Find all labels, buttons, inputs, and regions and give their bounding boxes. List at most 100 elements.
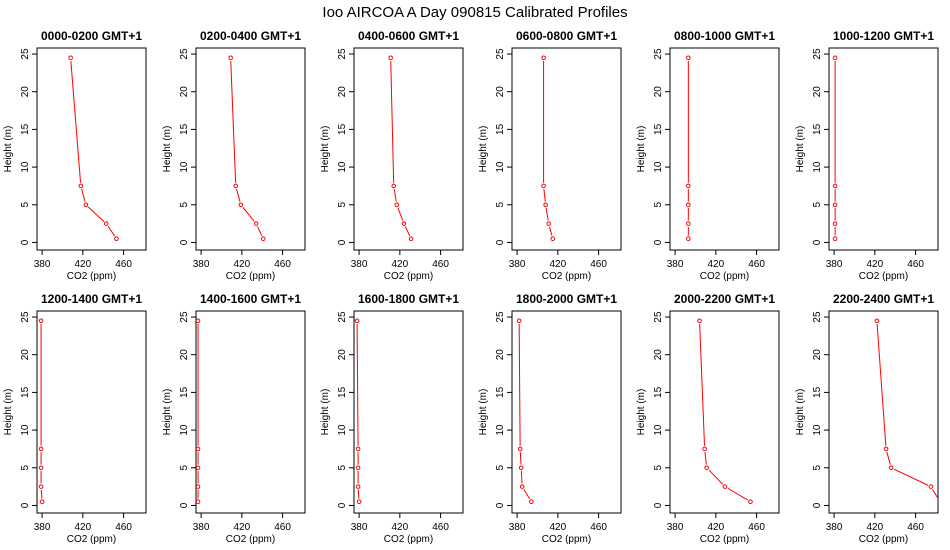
- x-tick-label: 460: [748, 259, 765, 270]
- data-point: [550, 236, 556, 241]
- series-group: [516, 318, 534, 504]
- x-tick-label: 460: [907, 522, 924, 533]
- y-tick-label: 10: [20, 161, 31, 173]
- x-tick-label: 380: [667, 522, 684, 533]
- y-tick-label: 25: [179, 48, 190, 60]
- data-point: [832, 236, 838, 241]
- series-group: [68, 55, 119, 241]
- data-point: [888, 465, 894, 471]
- data-point: [196, 484, 201, 489]
- data-point: [356, 499, 362, 504]
- y-tick-label: 20: [20, 349, 31, 361]
- data-point: [529, 499, 534, 504]
- y-tick-label: 5: [20, 465, 31, 471]
- x-axis-label: CO2 (ppm): [67, 534, 116, 545]
- y-tick-label: 25: [179, 311, 190, 323]
- x-tick-label: 420: [391, 259, 408, 270]
- x-tick-label: 420: [707, 259, 724, 270]
- panel-title: 1400-1600 GMT+1: [200, 292, 301, 306]
- y-axis-label: Height (m): [3, 389, 14, 436]
- data-point: [388, 55, 393, 61]
- plot-frame: [36, 47, 147, 251]
- y-tick-label: 25: [812, 48, 823, 60]
- y-axis-label: Height (m): [795, 126, 806, 173]
- plot-frame: [669, 310, 780, 514]
- series-segment: [236, 188, 241, 202]
- panel: 1200-1400 GMT+1 380 420 460 0 5 10 15 20 25 CO2 (p…: [3, 292, 147, 545]
- data-point: [883, 446, 889, 452]
- x-axis-label: CO2 (ppm): [67, 271, 116, 282]
- y-tick-label: 10: [653, 424, 664, 436]
- x-tick-label: 420: [391, 522, 408, 533]
- y-axis-label: Height (m): [3, 126, 14, 173]
- data-point: [722, 484, 728, 489]
- data-point: [83, 202, 89, 208]
- data-point: [228, 55, 233, 61]
- series-segment: [699, 323, 706, 446]
- data-point: [541, 55, 546, 61]
- panel-title: 1200-1400 GMT+1: [41, 292, 142, 306]
- x-axis-label: CO2 (ppm): [226, 271, 275, 282]
- series-segment: [390, 60, 395, 183]
- panel: 0000-0200 GMT+1 380 420 460 0 5 10 15 20 25 CO2 (p…: [3, 29, 147, 282]
- y-tick-label: 15: [495, 123, 506, 135]
- y-tick-label: 10: [495, 424, 506, 436]
- y-axis-label: Height (m): [320, 389, 331, 436]
- y-tick-label: 5: [20, 202, 31, 208]
- series-segment: [523, 489, 531, 500]
- data-point: [391, 183, 397, 189]
- panel: 0600-0800 GMT+1 380 420 460 0 5 10 15 20 25 CO2 (p…: [478, 29, 622, 282]
- plot-frame: [511, 47, 622, 251]
- panel-title: 0200-0400 GMT+1: [200, 29, 301, 43]
- series-segment: [519, 452, 522, 465]
- y-tick-label: 25: [495, 311, 506, 323]
- series-group: [388, 55, 414, 241]
- series-segment: [87, 206, 105, 222]
- panel-title: 0600-0800 GMT+1: [516, 29, 617, 43]
- y-tick-label: 10: [653, 161, 664, 173]
- y-tick-label: 0: [20, 239, 31, 245]
- x-axis-label: CO2 (ppm): [700, 534, 749, 545]
- data-point: [38, 446, 44, 452]
- y-tick-label: 5: [812, 465, 823, 471]
- y-tick-label: 0: [653, 239, 664, 245]
- y-axis-label: Height (m): [320, 126, 331, 173]
- data-point: [937, 500, 938, 503]
- panel: 2000-2200 GMT+1 380 420 460 0 5 10 15 20 25 CO2 (p…: [636, 292, 780, 545]
- series-segment: [397, 207, 404, 221]
- y-tick-label: 10: [812, 161, 823, 173]
- y-tick-label: 10: [337, 424, 348, 436]
- y-tick-label: 20: [20, 86, 31, 98]
- x-tick-label: 420: [866, 259, 883, 270]
- y-tick-label: 15: [812, 123, 823, 135]
- data-point: [253, 221, 259, 226]
- x-axis-label: CO2 (ppm): [384, 534, 433, 545]
- data-point: [832, 183, 838, 189]
- data-point: [686, 221, 691, 226]
- y-tick-label: 0: [179, 502, 190, 508]
- data-point: [238, 202, 244, 208]
- series-group: [541, 55, 556, 241]
- y-tick-label: 10: [337, 161, 348, 173]
- x-axis-label: CO2 (ppm): [859, 271, 908, 282]
- series-segment: [727, 487, 748, 501]
- series-group: [874, 318, 938, 503]
- y-tick-label: 15: [653, 386, 664, 398]
- data-point: [355, 446, 361, 452]
- data-point: [408, 236, 414, 241]
- panel-title: 0800-1000 GMT+1: [674, 29, 775, 43]
- series-segment: [257, 226, 263, 237]
- y-tick-label: 25: [20, 311, 31, 323]
- x-tick-label: 460: [907, 259, 924, 270]
- x-tick-label: 380: [667, 259, 684, 270]
- y-tick-label: 20: [812, 86, 823, 98]
- data-point: [38, 484, 44, 489]
- x-tick-label: 460: [432, 259, 449, 270]
- panel: 0400-0600 GMT+1 380 420 460 0 5 10 15 20 25 CO2 (p…: [320, 29, 464, 282]
- y-tick-label: 20: [653, 349, 664, 361]
- data-point: [519, 484, 525, 489]
- x-tick-label: 460: [590, 259, 607, 270]
- x-tick-label: 380: [193, 522, 210, 533]
- y-tick-label: 15: [179, 123, 190, 135]
- series-segment: [230, 60, 237, 183]
